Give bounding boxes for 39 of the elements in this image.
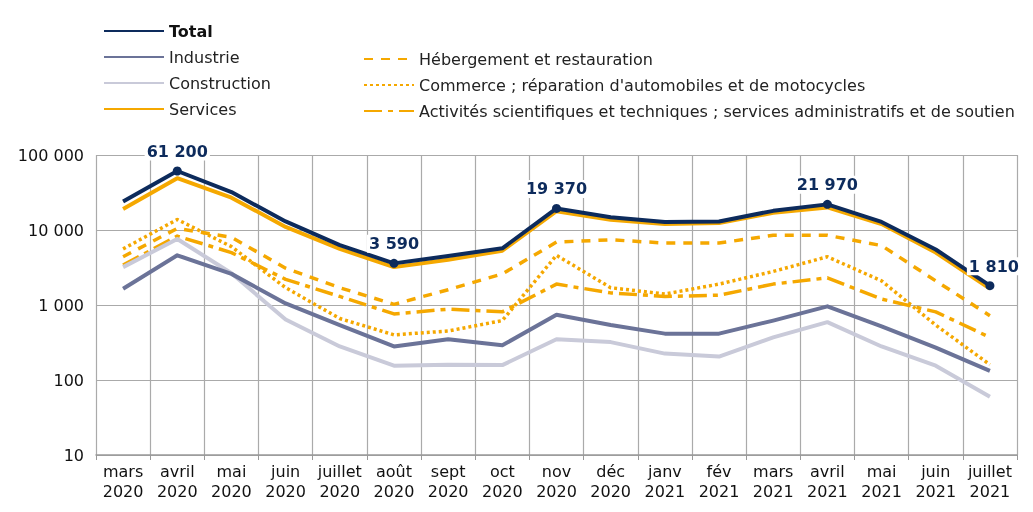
legend-label: Construction	[169, 73, 271, 93]
x-tick-label: juillet 2020	[316, 461, 362, 501]
x-tick-label: mars 2020	[102, 461, 144, 501]
x-tick-label: avril 2021	[807, 461, 848, 501]
data-label: 21 970	[796, 175, 858, 195]
y-tick-label: 100	[53, 370, 84, 390]
y-tick-label: 10	[63, 445, 84, 465]
y-tick-label: 1 000	[38, 295, 84, 315]
point	[822, 199, 832, 209]
x-tick-label: avril 2020	[156, 461, 198, 501]
point	[985, 281, 995, 291]
legend-label: Total	[169, 21, 213, 41]
x-tick-label: nov 2020	[536, 461, 577, 501]
x-tick-label: mai 2021	[861, 461, 902, 501]
x-tick-label: mars 2021	[752, 461, 794, 501]
point	[389, 258, 399, 268]
legend-label: Activités scientifiques et techniques ; services administratifs et de soutien	[419, 101, 1015, 121]
legend-label: Services	[169, 99, 237, 119]
x-tick-label: sept 2020	[427, 461, 469, 501]
point	[172, 166, 182, 176]
x-tick-label: mai 2020	[211, 461, 252, 501]
data-label: 3 590	[368, 234, 420, 254]
x-tick-label: déc 2020	[590, 461, 632, 501]
x-tick-label: juin 2020	[265, 461, 306, 501]
legend-label: Commerce ; réparation d'automobiles et de motocycles	[419, 75, 866, 95]
y-tick-label: 10 000	[28, 220, 84, 240]
x-tick-label: août 2020	[373, 461, 415, 501]
y-tick-label: 100 000	[17, 145, 84, 165]
legend-label: Industrie	[169, 47, 240, 67]
x-tick-label: janv 2021	[644, 461, 686, 501]
data-label: 61 200	[146, 141, 208, 161]
data-label: 1 810	[968, 256, 1019, 276]
point	[552, 203, 561, 213]
x-tick-label: fév 2021	[698, 461, 740, 501]
x-tick-label: juin 2021	[915, 461, 957, 501]
x-tick-label: oct 2020	[481, 461, 523, 501]
data-label: 19 370	[525, 179, 588, 199]
legend-label: Hébergement et restauration	[419, 49, 653, 69]
x-tick-label: juillet 2021	[966, 461, 1012, 501]
